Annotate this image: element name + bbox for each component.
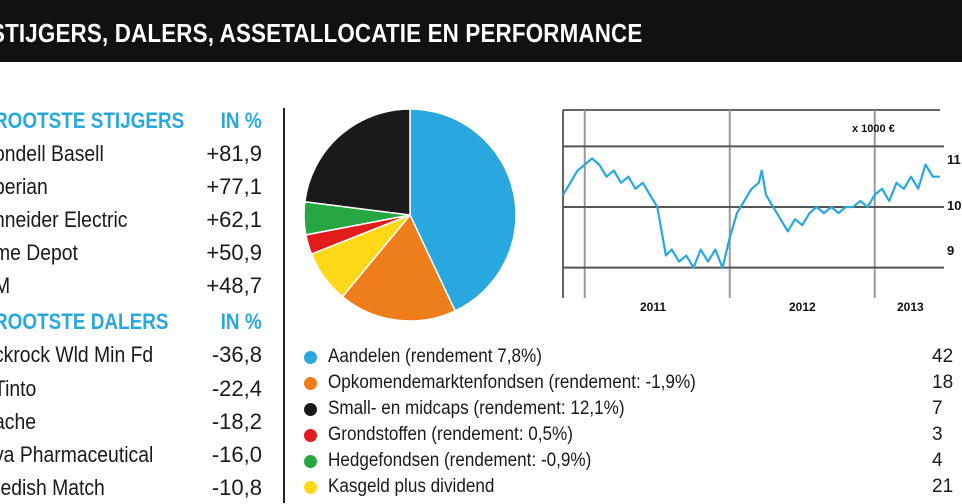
- riser-name: hneider Electric: [0, 207, 128, 232]
- y-tick-label: 11: [947, 152, 961, 167]
- legend-item: Aandelen (rendement 7,8%) 42: [300, 344, 962, 370]
- pie-slice: [341, 213, 457, 322]
- performance-series-line: [562, 157, 940, 269]
- x-tick-label: 2013: [897, 300, 924, 314]
- page-title: STIJGERS, DALERS, ASSETALLOCATIE EN PERF…: [0, 18, 643, 48]
- legend-label: Grondstoffen (rendement: 0,5%): [328, 424, 573, 445]
- faller-row: va Pharmaceutical -16,0: [0, 438, 262, 471]
- legend-dot: [304, 351, 317, 364]
- faller-value: -18,2: [211, 409, 262, 434]
- performance-line-chart: x 1000 € 2011 2012 2013 11 10 9: [562, 109, 961, 314]
- riser-name: ondell Basell: [0, 141, 104, 166]
- legend-item: Grondstoffen (rendement: 0,5%) 3: [300, 422, 962, 448]
- pie-slice: [409, 108, 517, 312]
- faller-name: redish Match: [0, 475, 105, 500]
- riser-name: me Depot: [0, 240, 78, 265]
- legend-percent: 18: [932, 372, 954, 393]
- chart-unit-label: x 1000 €: [852, 123, 895, 135]
- legend-label: Opkomendemarktenfondsen (rendement: -1,9…: [328, 372, 696, 393]
- riser-row: ondell Basell +81,9: [0, 137, 262, 170]
- legend-percent: 4: [932, 450, 943, 471]
- legend-item: Hedgefondsen (rendement: -0,9%) 4: [300, 448, 962, 474]
- plot-frame: [562, 109, 940, 298]
- legend-dot: [304, 377, 317, 390]
- faller-row: Tinto -22,4: [0, 372, 262, 405]
- header-bar: STIJGERS, DALERS, ASSETALLOCATIE EN PERF…: [0, 0, 962, 62]
- legend-dot: [304, 481, 317, 494]
- legend-item: Kasgeld plus dividend 21: [300, 474, 962, 500]
- pie-slice: [303, 108, 411, 216]
- legend-label: Hedgefondsen (rendement: -0,9%): [328, 450, 592, 471]
- riser-value: +50,9: [206, 240, 262, 265]
- legend-label: Small- en midcaps (rendement: 12,1%): [328, 398, 625, 419]
- legend-percent: 7: [932, 398, 943, 419]
- legend-dot: [304, 429, 317, 442]
- legend-label: Kasgeld plus dividend: [328, 476, 495, 497]
- faller-value: -36,8: [211, 342, 262, 367]
- legend-dot: [304, 455, 317, 468]
- x-tick-label: 2011: [640, 300, 666, 314]
- faller-value: -22,4: [211, 376, 262, 401]
- faller-row: ache -18,2: [0, 405, 262, 438]
- y-tick-label: 9: [947, 243, 954, 258]
- riser-row: me Depot +50,9: [0, 236, 262, 269]
- legend-item: Small- en midcaps (rendement: 12,1%) 7: [300, 396, 962, 422]
- riser-value: +81,9: [206, 141, 262, 166]
- faller-name: ache: [0, 409, 36, 434]
- faller-name: Tinto: [0, 376, 37, 401]
- legend-percent: 3: [932, 424, 943, 445]
- faller-row: ckrock Wld Min Fd -36,8: [0, 338, 262, 371]
- legend-percent: 42: [932, 346, 954, 367]
- faller-name: ckrock Wld Min Fd: [0, 342, 154, 367]
- risers-heading: ROOTSTE STIJGERS: [0, 108, 185, 133]
- legend-label: Aandelen (rendement 7,8%): [328, 346, 542, 367]
- faller-row: redish Match -10,8: [0, 471, 262, 504]
- fallers-unit: IN %: [220, 309, 262, 334]
- riser-row: M +48,7: [0, 269, 262, 302]
- faller-value: -10,8: [211, 475, 262, 500]
- riser-row: berian +77,1: [0, 170, 262, 203]
- riser-name: M: [0, 269, 10, 302]
- y-tick-label: 10: [947, 198, 961, 213]
- legend-percent: 21: [932, 476, 954, 497]
- riser-value: +77,1: [206, 174, 262, 199]
- faller-value: -16,0: [211, 442, 262, 467]
- riser-value: +48,7: [206, 273, 262, 298]
- allocation-pie-chart: [303, 108, 517, 322]
- faller-name: va Pharmaceutical: [0, 442, 154, 467]
- x-tick-label: 2012: [789, 300, 816, 314]
- risers-unit: IN %: [220, 108, 262, 133]
- riser-value: +62,1: [206, 207, 262, 232]
- fallers-heading-row: ROOTSTE DALERS IN %: [0, 305, 262, 338]
- legend-dot: [304, 403, 317, 416]
- column-divider: [283, 108, 285, 503]
- legend-item: Opkomendemarktenfondsen (rendement: -1,9…: [300, 370, 962, 396]
- riser-row: hneider Electric +62,1: [0, 203, 262, 236]
- riser-name: berian: [0, 174, 48, 199]
- fallers-heading: ROOTSTE DALERS: [0, 309, 169, 334]
- risers-heading-row: ROOTSTE STIJGERS IN %: [0, 104, 262, 137]
